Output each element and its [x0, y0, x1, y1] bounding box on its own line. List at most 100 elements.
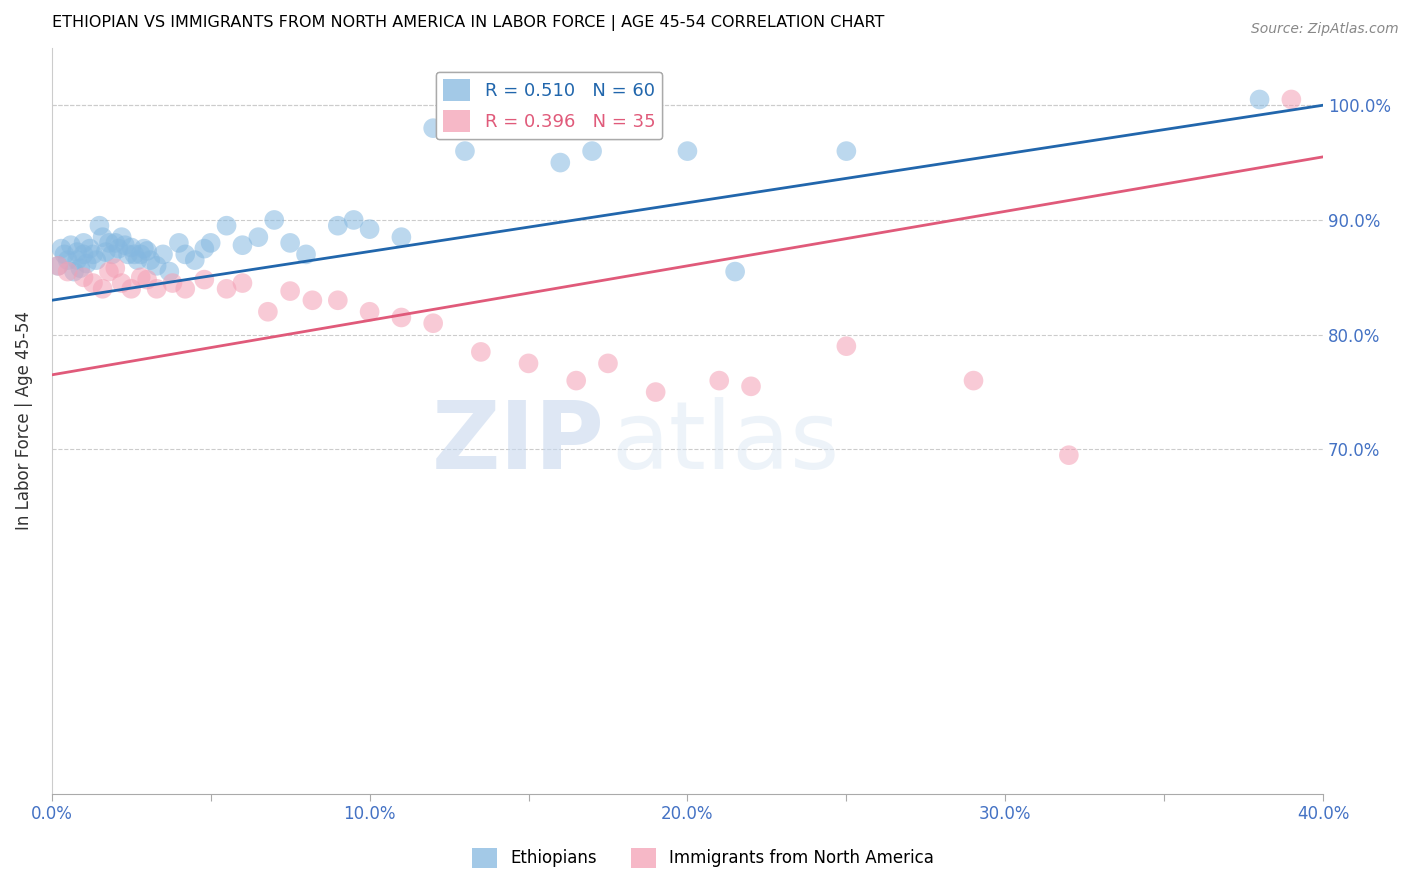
Point: [59, 238, 82, 252]
Point: [56, 264, 79, 278]
Point: [301, 293, 323, 308]
Point: [120, 282, 142, 296]
Point: [709, 374, 731, 388]
Point: [174, 282, 197, 296]
Point: [104, 235, 127, 250]
Point: [724, 264, 747, 278]
Point: [517, 356, 540, 370]
Point: [76, 256, 98, 270]
Point: [120, 240, 142, 254]
Point: [145, 282, 167, 296]
Point: [82, 276, 104, 290]
Point: [69, 261, 91, 276]
Text: Source: ZipAtlas.com: Source: ZipAtlas.com: [1251, 22, 1399, 37]
Point: [129, 270, 152, 285]
Point: [200, 235, 222, 250]
Point: [114, 238, 136, 252]
Point: [740, 379, 762, 393]
Point: [359, 222, 381, 236]
Point: [550, 155, 572, 169]
Point: [94, 245, 117, 260]
Text: ETHIOPIAN VS IMMIGRANTS FROM NORTH AMERICA IN LABOR FORCE | AGE 45-54 CORRELATIO: ETHIOPIAN VS IMMIGRANTS FROM NORTH AMERI…: [52, 15, 884, 31]
Point: [167, 235, 190, 250]
Point: [565, 374, 588, 388]
Point: [51, 242, 73, 256]
Point: [835, 144, 858, 158]
Point: [174, 247, 197, 261]
Point: [91, 230, 114, 244]
Point: [97, 264, 120, 278]
Point: [454, 144, 477, 158]
Point: [1279, 93, 1302, 107]
Point: [1057, 448, 1080, 462]
Point: [295, 247, 318, 261]
Point: [676, 144, 699, 158]
Point: [389, 310, 412, 325]
Point: [644, 385, 666, 400]
Point: [257, 304, 280, 318]
Point: [56, 253, 79, 268]
Legend: R = 0.510   N = 60, R = 0.396   N = 35: R = 0.510 N = 60, R = 0.396 N = 35: [436, 71, 662, 139]
Point: [136, 272, 159, 286]
Point: [107, 242, 129, 256]
Point: [157, 264, 180, 278]
Point: [124, 247, 146, 261]
Point: [84, 253, 107, 268]
Point: [278, 284, 301, 298]
Text: atlas: atlas: [612, 397, 839, 489]
Point: [139, 253, 162, 268]
Point: [53, 247, 76, 261]
Point: [111, 276, 134, 290]
Point: [835, 339, 858, 353]
Point: [422, 121, 444, 136]
Point: [247, 230, 270, 244]
Point: [581, 144, 603, 158]
Point: [72, 235, 94, 250]
Point: [46, 259, 69, 273]
Point: [104, 261, 127, 276]
Point: [470, 345, 492, 359]
Point: [628, 93, 651, 107]
Point: [193, 272, 215, 286]
Point: [359, 304, 381, 318]
Point: [46, 259, 69, 273]
Point: [193, 242, 215, 256]
Point: [326, 293, 349, 308]
Y-axis label: In Labor Force | Age 45-54: In Labor Force | Age 45-54: [15, 311, 32, 530]
Point: [127, 253, 149, 268]
Point: [1249, 93, 1271, 107]
Point: [152, 247, 174, 261]
Legend: Ethiopians, Immigrants from North America: Ethiopians, Immigrants from North Americ…: [465, 841, 941, 875]
Point: [66, 253, 89, 268]
Point: [132, 242, 155, 256]
Point: [66, 245, 89, 260]
Point: [215, 219, 238, 233]
Point: [89, 219, 111, 233]
Point: [184, 253, 207, 268]
Point: [343, 213, 366, 227]
Point: [72, 270, 94, 285]
Point: [79, 242, 101, 256]
Point: [389, 230, 412, 244]
Point: [72, 247, 94, 261]
Point: [263, 213, 285, 227]
Point: [63, 264, 86, 278]
Text: ZIP: ZIP: [432, 397, 605, 489]
Point: [136, 244, 159, 258]
Point: [82, 247, 104, 261]
Point: [962, 374, 984, 388]
Point: [422, 316, 444, 330]
Point: [162, 276, 184, 290]
Point: [278, 235, 301, 250]
Point: [231, 276, 253, 290]
Point: [91, 282, 114, 296]
Point: [596, 356, 619, 370]
Point: [231, 238, 253, 252]
Point: [101, 247, 124, 261]
Point: [145, 259, 167, 273]
Point: [129, 247, 152, 261]
Point: [215, 282, 238, 296]
Point: [326, 219, 349, 233]
Point: [97, 235, 120, 250]
Point: [111, 230, 134, 244]
